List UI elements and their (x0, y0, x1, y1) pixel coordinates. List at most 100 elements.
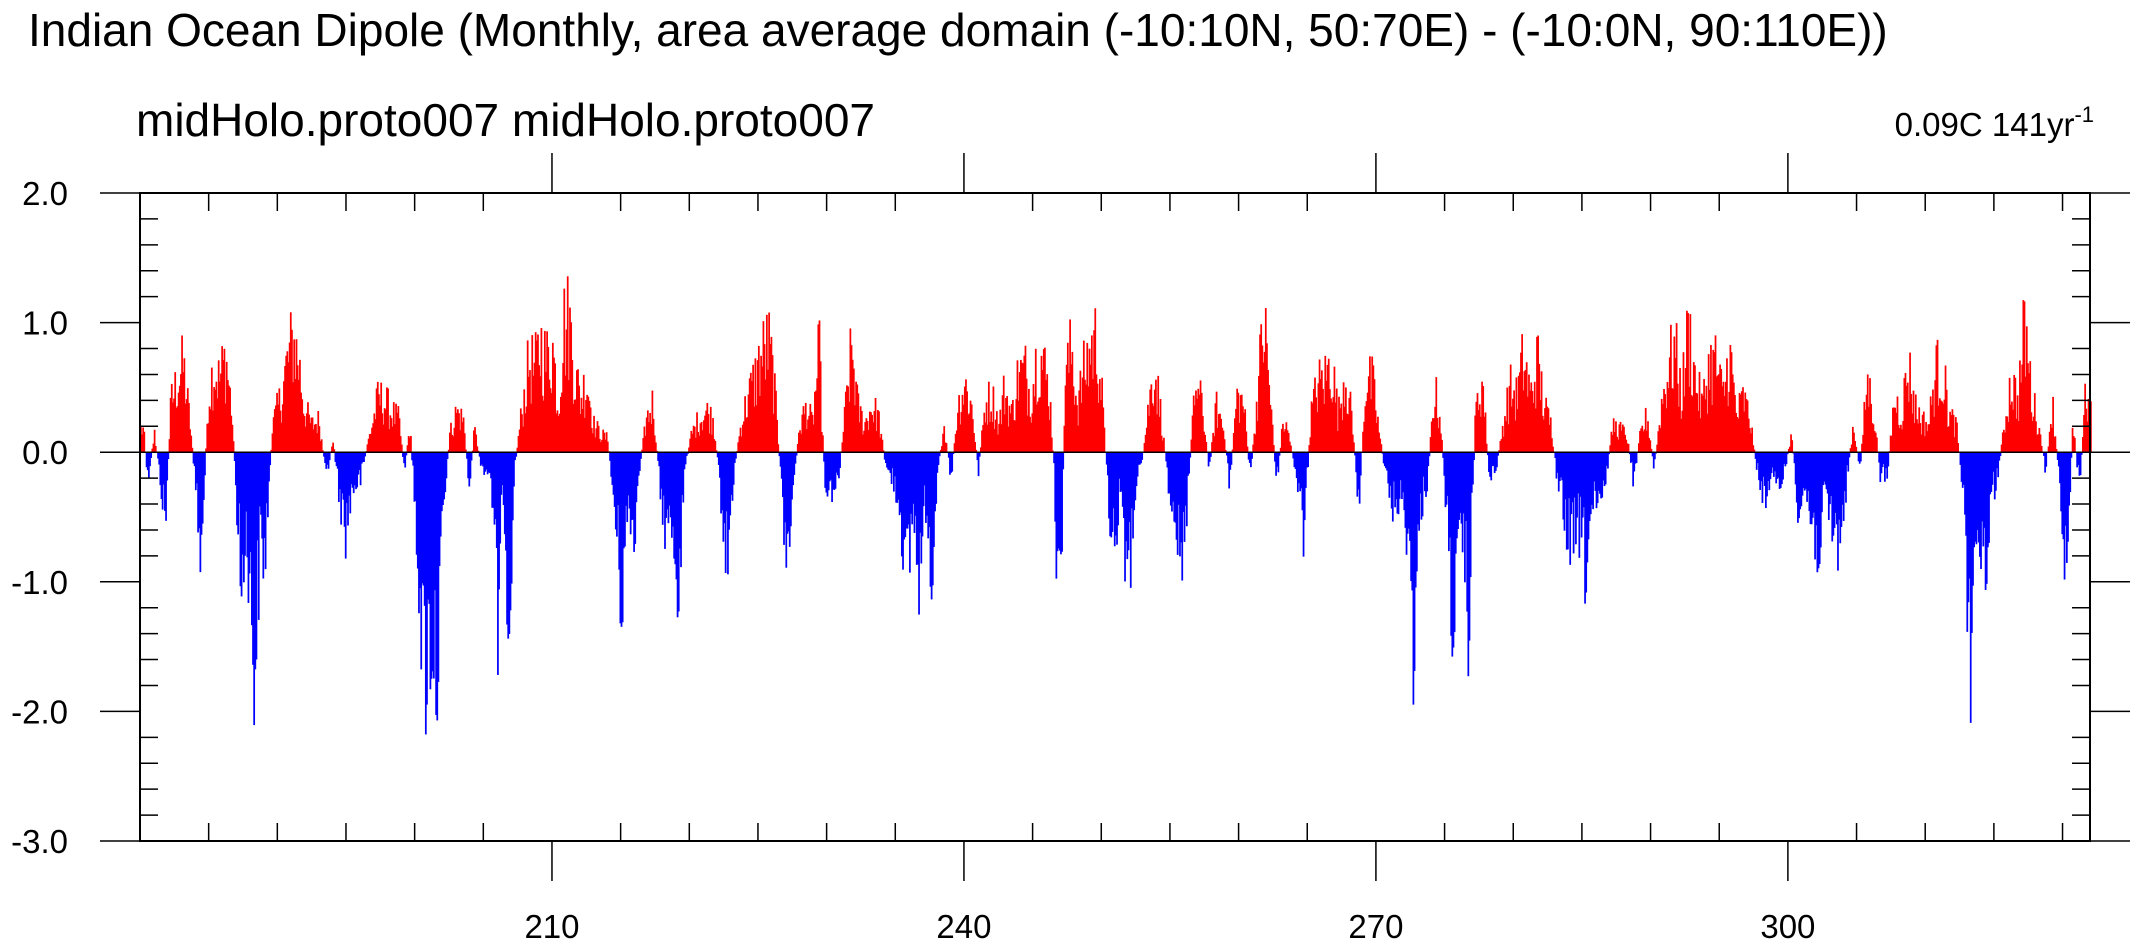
monthly-bar (1136, 452, 1139, 477)
monthly-bar (1965, 452, 1968, 536)
monthly-bar (451, 434, 454, 453)
monthly-bar (537, 334, 539, 453)
monthly-bar (489, 452, 491, 474)
monthly-bar (1239, 395, 1242, 453)
monthly-bar (1667, 388, 1670, 453)
monthly-bar (1012, 399, 1014, 453)
monthly-bar (571, 360, 574, 453)
monthly-bar (1157, 375, 1160, 453)
monthly-bar (642, 438, 645, 453)
monthly-bar (562, 363, 565, 453)
monthly-bar (467, 452, 470, 479)
monthly-bar (670, 452, 673, 538)
monthly-bar (1644, 407, 1647, 453)
monthly-bar (1268, 385, 1271, 453)
monthly-bar (1420, 452, 1423, 520)
monthly-bar (2024, 376, 2027, 453)
monthly-bar (2057, 452, 2060, 467)
monthly-bar (246, 452, 249, 558)
monthly-bar (695, 437, 697, 453)
monthly-bar (593, 415, 595, 453)
monthly-bar (1103, 427, 1106, 453)
monthly-bar (864, 422, 867, 453)
x-tick-labels: 210 240 270 300 (524, 908, 1815, 945)
monthly-bar (1603, 452, 1606, 487)
monthly-bar (1166, 452, 1169, 468)
monthly-bar (415, 452, 418, 555)
monthly-bar (215, 381, 218, 453)
monthly-bar (509, 452, 512, 611)
monthly-bar (1683, 396, 1686, 453)
monthly-bar (2008, 377, 2011, 453)
monthly-bar (704, 415, 706, 453)
monthly-bar (479, 452, 482, 466)
monthly-bar (1906, 382, 1909, 453)
monthly-bar (703, 420, 705, 453)
monthly-bar (167, 452, 170, 460)
monthly-bar (1461, 452, 1464, 553)
monthly-bar (1160, 435, 1163, 453)
monthly-bar (1678, 406, 1680, 453)
monthly-bar (1917, 423, 1919, 453)
monthly-bar (1794, 452, 1797, 485)
monthly-bar (1514, 420, 1517, 453)
monthly-bar (1991, 452, 1994, 485)
monthly-bar (436, 452, 439, 721)
monthly-bar (1113, 452, 1116, 547)
monthly-bar (725, 452, 728, 512)
monthly-bar (1445, 452, 1448, 505)
monthly-bar (1509, 364, 1512, 453)
monthly-bar (691, 433, 694, 453)
monthly-bar (437, 452, 440, 682)
monthly-bar (1599, 452, 1601, 494)
x-tick-label: 240 (936, 908, 991, 945)
monthly-bar (1451, 452, 1454, 657)
monthly-bar (863, 430, 865, 453)
monthly-bar (1593, 452, 1596, 482)
monthly-bar (1036, 404, 1038, 453)
monthly-bar (1548, 424, 1551, 453)
monthly-bar (524, 413, 527, 453)
monthly-bar (267, 452, 269, 518)
monthly-bar (1977, 452, 1980, 543)
monthly-bar (603, 432, 606, 453)
monthly-bar (1330, 398, 1332, 453)
monthly-bar (1572, 452, 1575, 554)
monthly-bar (1126, 452, 1129, 560)
monthly-bar (1776, 452, 1779, 479)
monthly-bar (1187, 452, 1189, 476)
monthly-bar (173, 398, 175, 453)
monthly-bar (367, 438, 370, 453)
monthly-bar (2068, 452, 2071, 506)
monthly-bar (654, 442, 657, 453)
monthly-bar (1827, 452, 1830, 520)
monthly-bar (898, 452, 901, 516)
monthly-bar (1689, 314, 1692, 453)
monthly-bar (962, 404, 965, 453)
monthly-bar (500, 452, 503, 495)
monthly-bar (1534, 408, 1537, 453)
monthly-bar (342, 452, 345, 500)
monthly-bar (1619, 421, 1622, 453)
monthly-bar (271, 433, 274, 453)
monthly-bar (465, 449, 467, 453)
monthly-bar (270, 449, 273, 453)
monthly-bar (880, 433, 883, 453)
monthly-bar (228, 385, 230, 453)
monthly-bar (1041, 369, 1044, 453)
monthly-bar (1737, 418, 1740, 453)
monthly-bar (1337, 431, 1339, 453)
monthly-bar (1224, 450, 1227, 453)
monthly-bar (1391, 452, 1394, 522)
monthly-bar (1865, 394, 1868, 453)
monthly-bar (626, 452, 629, 523)
monthly-bar (1841, 452, 1844, 505)
monthly-bar (579, 414, 582, 453)
monthly-bar (2045, 452, 2048, 467)
monthly-bar (1244, 409, 1247, 453)
monthly-bar (492, 452, 495, 508)
monthly-bar (1560, 452, 1562, 478)
monthly-bar (1149, 389, 1152, 453)
monthly-bar (622, 452, 625, 549)
monthly-bar (1317, 383, 1320, 453)
